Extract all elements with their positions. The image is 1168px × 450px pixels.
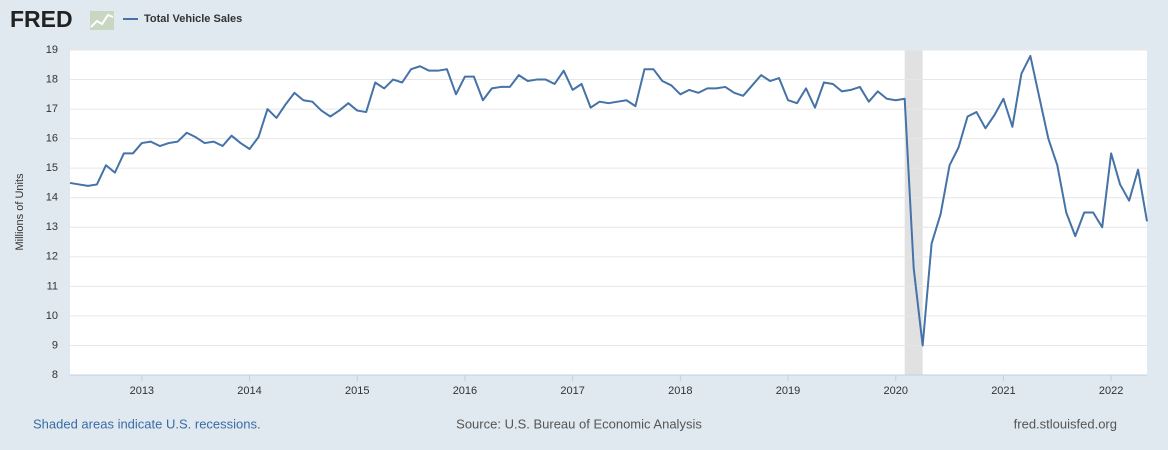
x-tick-label: 2021	[991, 385, 1015, 397]
x-tick-label: 2018	[668, 385, 692, 397]
x-tick-label: 2020	[883, 385, 907, 397]
y-tick-label: 12	[46, 251, 58, 263]
y-tick-label: 15	[46, 162, 58, 174]
y-tick-label: 11	[47, 280, 58, 292]
plot-area	[70, 50, 1147, 375]
y-tick-label: 13	[46, 221, 58, 233]
y-tick-label: 17	[46, 103, 58, 115]
x-tick-label: 2013	[130, 385, 154, 397]
recession-shade	[904, 50, 923, 375]
y-tick-label: 14	[46, 192, 58, 204]
site[interactable]: fred.stlouisfed.org	[1014, 416, 1117, 431]
logo: FRED	[10, 6, 73, 32]
x-tick-label: 2016	[453, 385, 477, 397]
y-axis-label: Millions of Units	[14, 173, 26, 251]
y-tick-label: 16	[46, 133, 58, 145]
y-tick-label: 8	[52, 369, 58, 381]
y-tick-label: 10	[46, 310, 58, 322]
y-tick-label: 19	[46, 44, 58, 56]
logo-icon	[90, 11, 114, 30]
legend-label: Total Vehicle Sales	[144, 13, 242, 25]
x-tick-label: 2014	[237, 385, 261, 397]
x-tick-label: 2022	[1099, 385, 1123, 397]
recession-note[interactable]: Shaded areas indicate U.S. recessions.	[33, 416, 261, 431]
x-tick-label: 2019	[776, 385, 800, 397]
x-tick-label: 2017	[560, 385, 584, 397]
x-tick-label: 2015	[345, 385, 369, 397]
y-tick-label: 18	[46, 73, 58, 85]
y-tick-label: 9	[52, 339, 58, 351]
series-line	[69, 54, 1148, 347]
source: Source: U.S. Bureau of Economic Analysis	[456, 416, 702, 431]
